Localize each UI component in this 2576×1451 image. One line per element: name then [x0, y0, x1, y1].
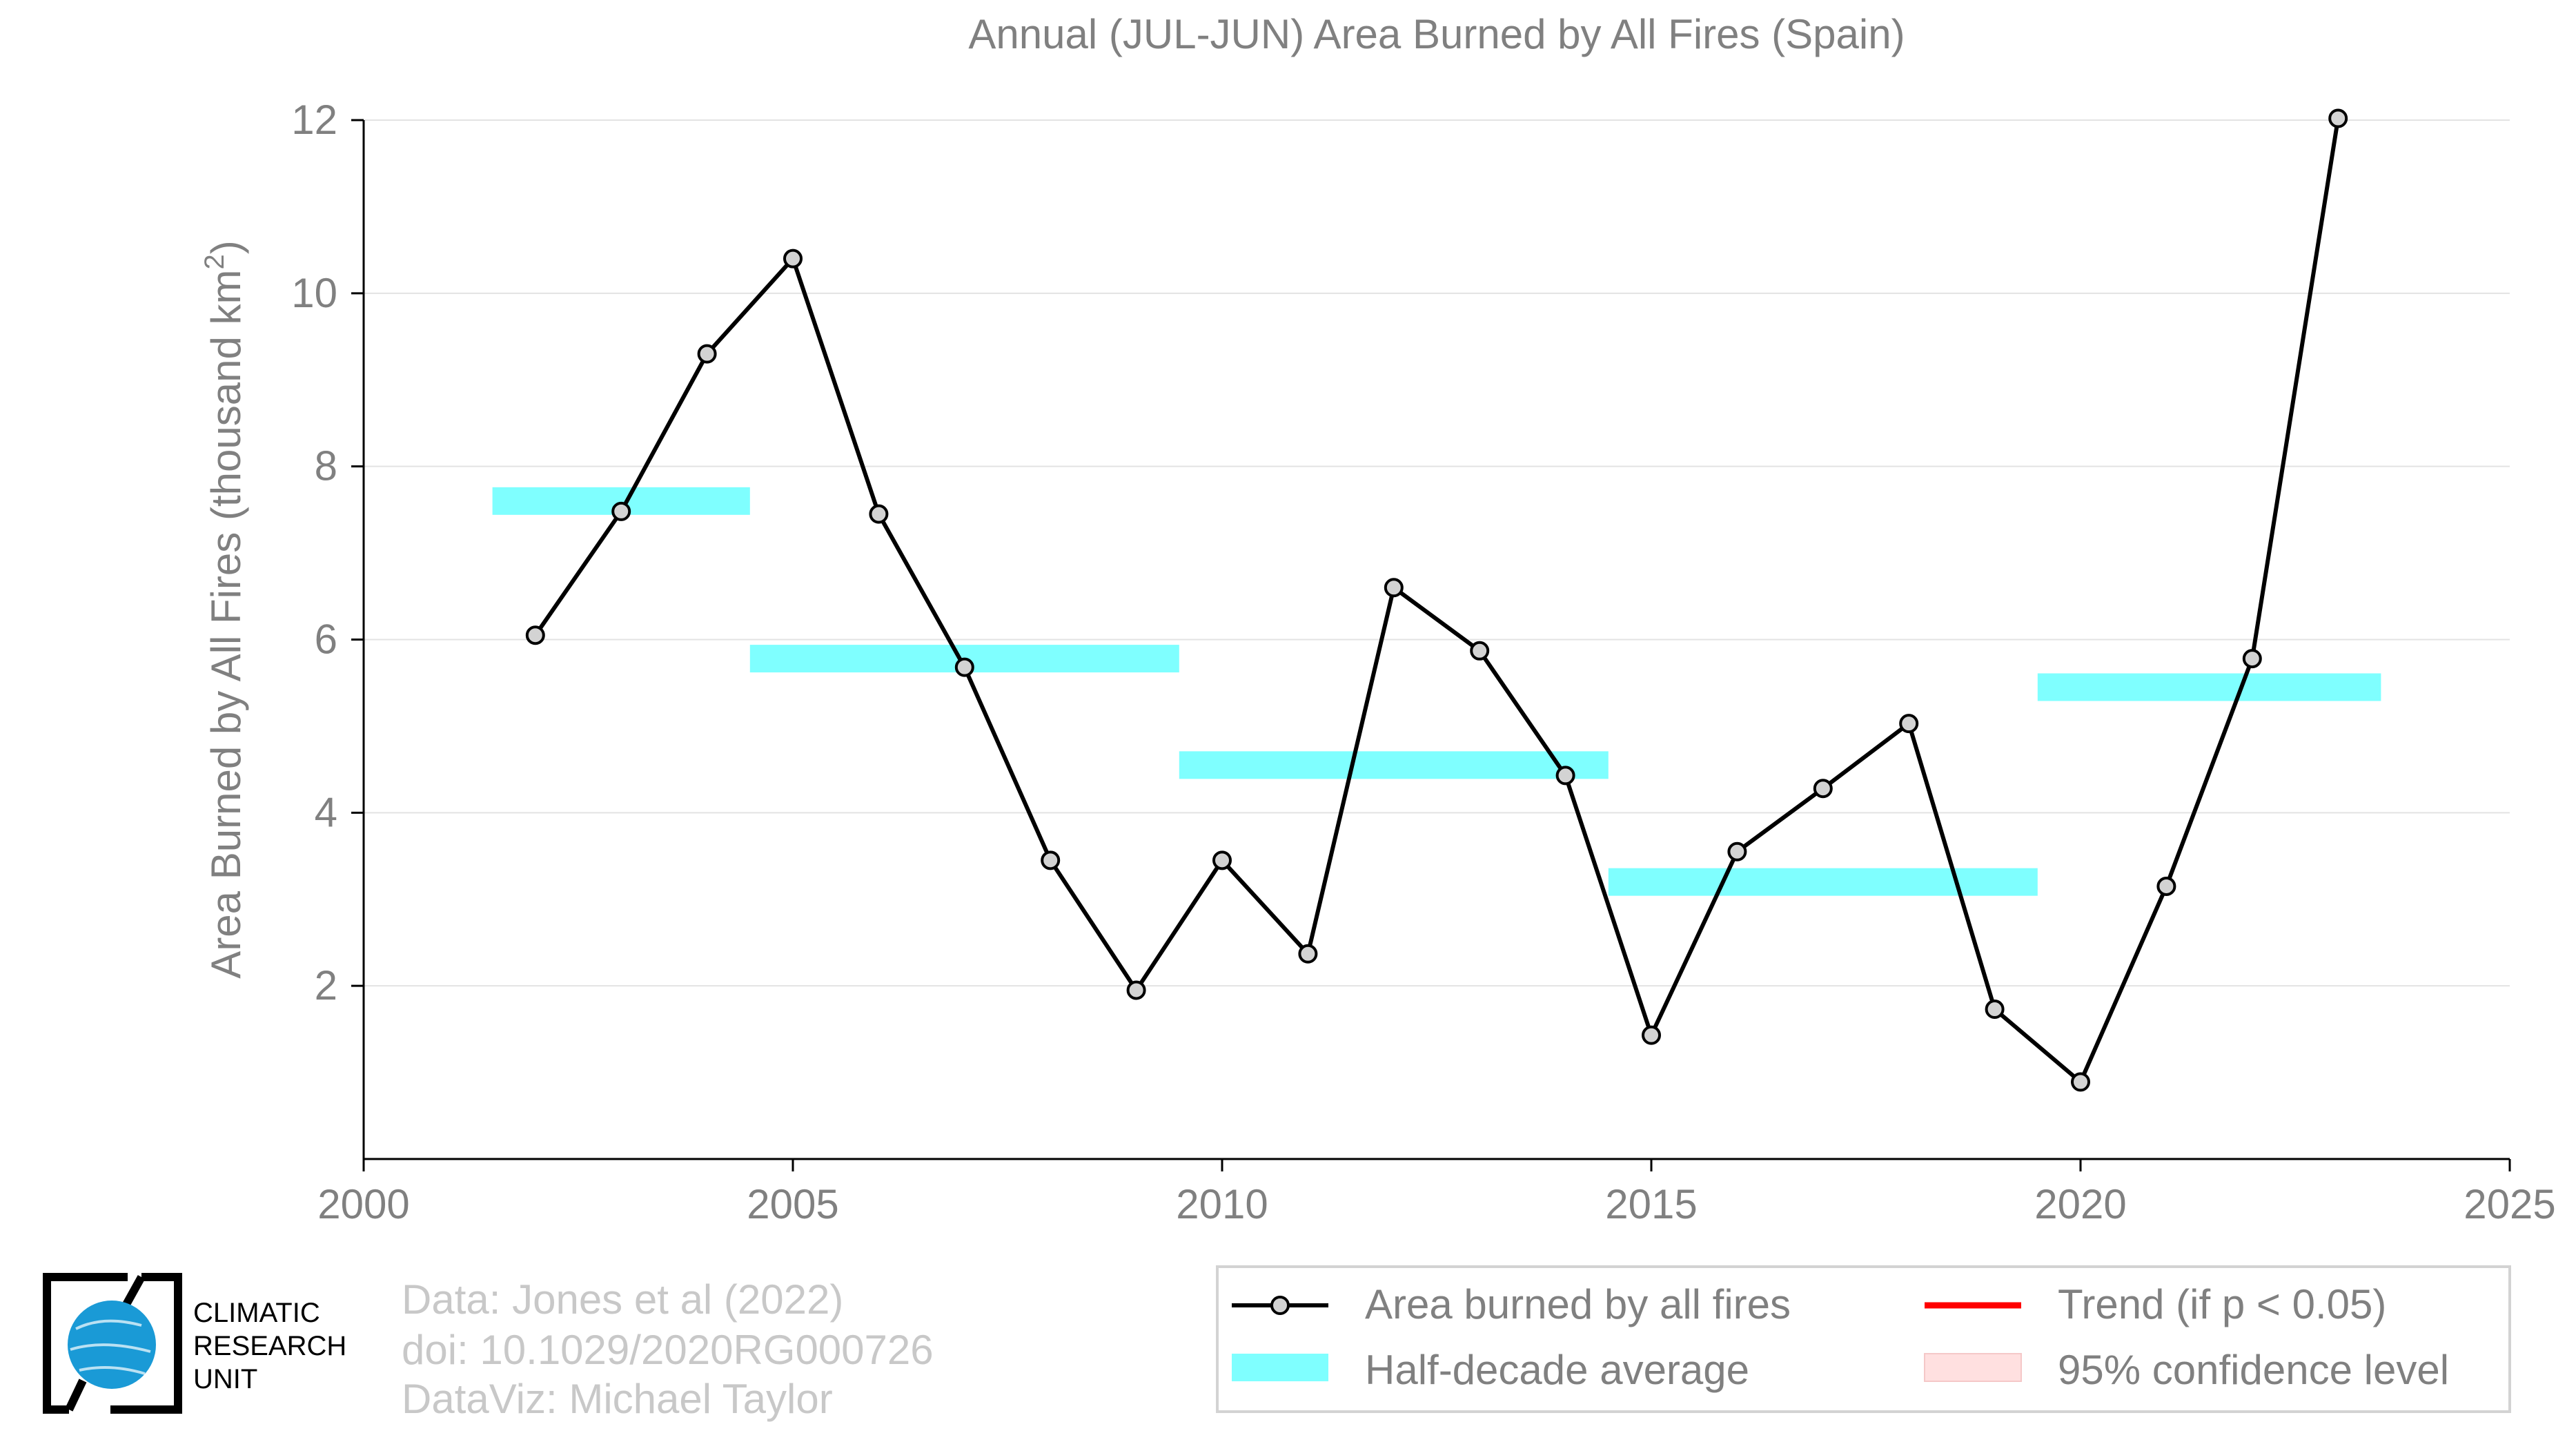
logo-bracket-left: [43, 1273, 128, 1414]
data-point-2002: [525, 625, 545, 645]
data-point-2007: [954, 657, 974, 677]
cru-logo: CLIMATIC RESEARCH UNIT: [43, 1273, 346, 1414]
credit-dataviz: DataViz: Michael Taylor: [402, 1376, 833, 1422]
data-point-2010: [1212, 850, 1232, 870]
y-tick-label: 6: [315, 616, 337, 663]
data-point-2011: [1298, 944, 1318, 964]
data-point-2013: [1470, 641, 1490, 661]
x-tick-label: 2020: [2034, 1181, 2126, 1227]
y-axis-label-main: Area Burned by All Fires (thousand km: [203, 270, 249, 979]
logo-bracket-right: [110, 1273, 182, 1414]
legend-label-area-burned: Area burned by all fires: [1365, 1281, 1791, 1327]
half-decade-average-bar-4: [1608, 868, 2038, 896]
legend-marker-area-burned: [1270, 1296, 1290, 1315]
globe-contour-icon: [70, 1319, 151, 1375]
legend: Area burned by all fires Trend (if p < 0…: [1216, 1265, 2511, 1413]
logo-line-3: UNIT: [193, 1364, 257, 1394]
legend-swatch-half-decade: [1232, 1354, 1328, 1381]
data-point-2023: [2328, 108, 2348, 128]
data-point-2022: [2242, 649, 2262, 669]
y-tick-label: 8: [315, 443, 337, 489]
data-point-2021: [2156, 876, 2176, 896]
logo-line-2: RESEARCH: [193, 1331, 346, 1361]
logo-line-1: CLIMATIC: [193, 1298, 320, 1328]
data-point-2006: [869, 504, 889, 524]
x-tick-label: 2015: [1605, 1181, 1697, 1227]
data-point-2017: [1813, 779, 1833, 799]
data-point-2009: [1126, 980, 1146, 1000]
series-line: [533, 118, 2341, 1084]
logo-slash-bottom: [65, 1379, 87, 1412]
y-tick-label: 4: [315, 789, 337, 835]
half-decade-average-bar-3: [1179, 751, 1609, 779]
y-axis-label: Area Burned by All Fires (thousand km2): [199, 240, 249, 978]
data-point-2005: [783, 249, 803, 269]
y-tick-label: 2: [315, 962, 337, 1009]
x-tick-label: 2005: [747, 1181, 838, 1227]
data-point-2019: [1985, 1000, 2005, 1020]
y-axis-label-close: ): [203, 240, 249, 254]
area-burned-series: [525, 108, 2348, 1092]
data-point-2012: [1384, 578, 1404, 598]
x-tick-label: 2025: [2464, 1181, 2555, 1227]
data-point-2018: [1899, 714, 1919, 734]
half-decade-average-bar-5: [2037, 673, 2381, 701]
y-tick-label: 10: [291, 270, 337, 316]
legend-label-half-decade: Half-decade average: [1365, 1347, 1749, 1393]
data-point-2015: [1642, 1025, 1661, 1045]
chart-title: Annual (JUL-JUN) Area Burned by All Fire…: [968, 11, 1905, 57]
legend-frame: [1216, 1265, 2511, 1413]
legend-label-trend: Trend (if p < 0.05): [2058, 1281, 2386, 1327]
x-tick-label: 2000: [317, 1181, 409, 1227]
legend-swatch-confidence: [1924, 1353, 2022, 1382]
data-point-2020: [2071, 1072, 2090, 1092]
data-point-2003: [611, 501, 631, 521]
axes: 2 4 6 8 10 12 2000 2005 2010 2015 2020 2025: [291, 97, 2555, 1227]
credit-data: Data: Jones et al (2022): [402, 1276, 843, 1323]
data-point-2016: [1727, 841, 1747, 861]
x-tick-label: 2010: [1176, 1181, 1268, 1227]
half-decade-average-bars: [492, 487, 2381, 896]
legend-label-confidence: 95% confidence level: [2058, 1347, 2449, 1393]
data-point-2014: [1555, 766, 1575, 786]
y-axis-label-superscript: 2: [199, 254, 230, 269]
logo-slash-top: [120, 1275, 146, 1310]
y-tick-label: 12: [291, 97, 337, 143]
credit-doi: doi: 10.1029/2020RG000726: [402, 1327, 934, 1373]
data-point-2004: [697, 344, 717, 364]
gridlines: [364, 119, 2510, 987]
data-point-2008: [1041, 850, 1061, 870]
